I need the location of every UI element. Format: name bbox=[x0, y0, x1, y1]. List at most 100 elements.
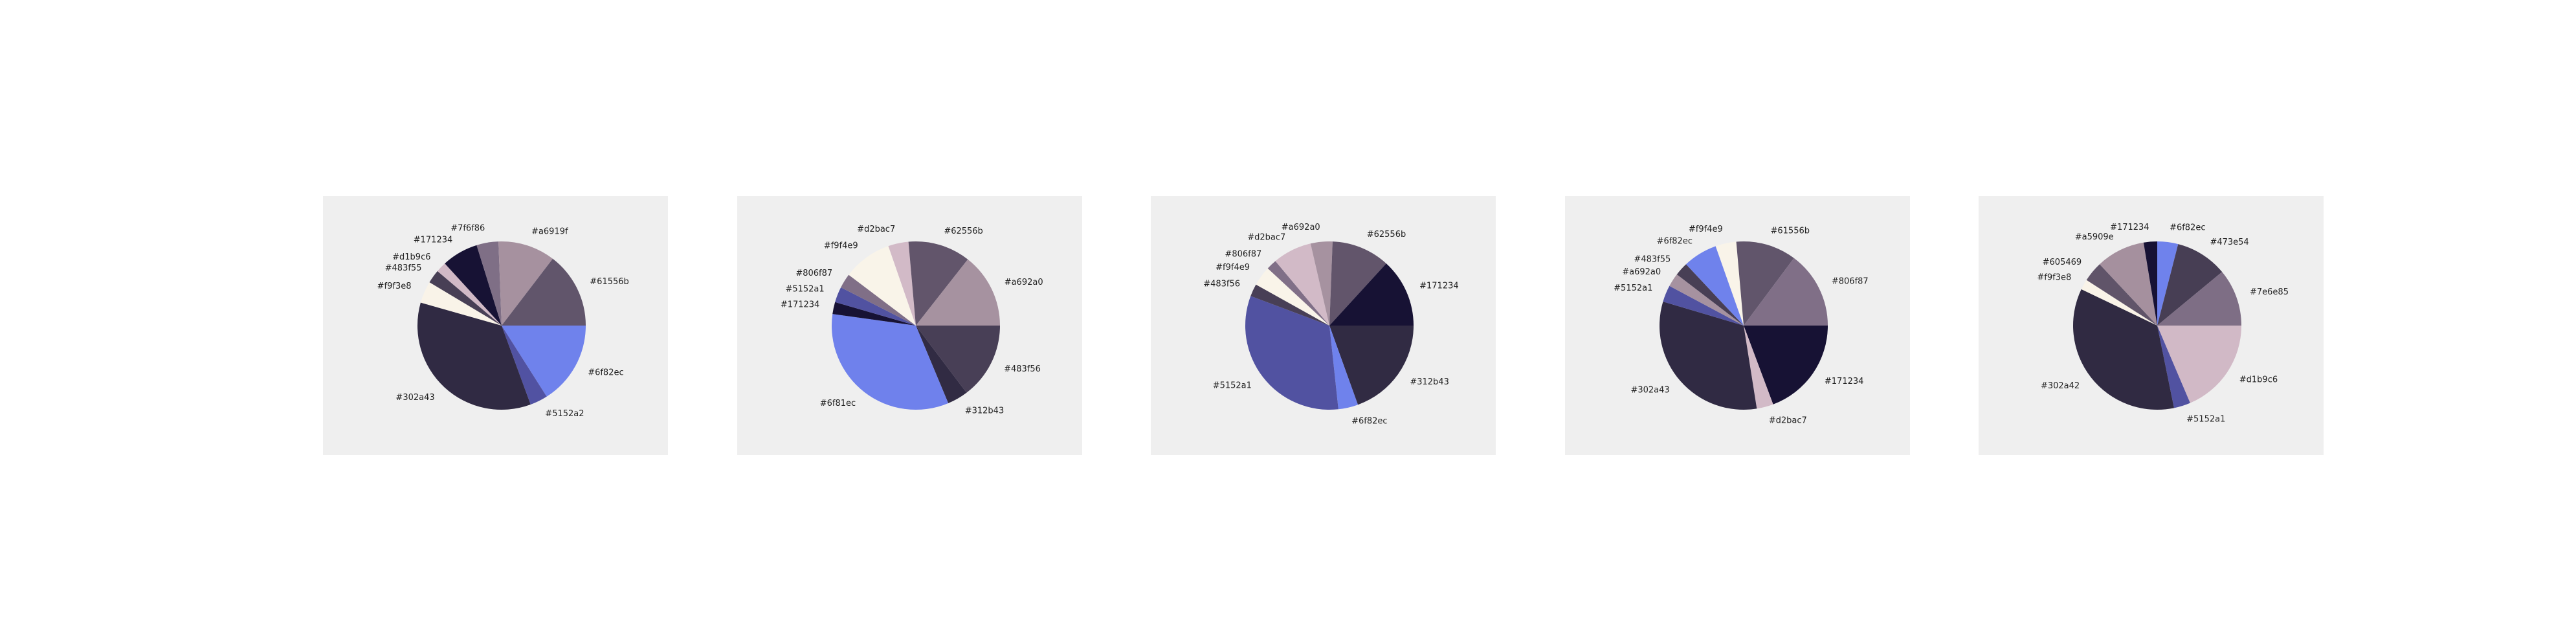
pie-slice bbox=[502, 326, 586, 397]
pie-chart-panel-3: #312b43 #6f82ec #5152a1 #483f56 #f9f4e9 #806f… bbox=[1151, 196, 1496, 455]
slice-label: #312b43 bbox=[1410, 377, 1449, 387]
slice-label: #f9f4e9 bbox=[824, 241, 858, 251]
pie-slice bbox=[2157, 241, 2179, 326]
pie-slice bbox=[1744, 326, 1828, 405]
pie-slice bbox=[1256, 268, 1329, 326]
pie-slice bbox=[437, 263, 502, 326]
slice-label: #483f56 bbox=[1203, 280, 1240, 289]
pie-slice bbox=[1744, 258, 1828, 326]
slice-label: #806f87 bbox=[1832, 276, 1869, 286]
pie-slice bbox=[1663, 285, 1744, 326]
slice-label: #d1b9c6 bbox=[392, 252, 430, 262]
pie-slice bbox=[2081, 280, 2157, 326]
slice-label: #f9f4e9 bbox=[1689, 225, 1723, 234]
pie-slice bbox=[916, 259, 1000, 326]
pie-chart-5: #d1b9c6 #5152a1 #302a42 #f9f3e8 #605469 #a590… bbox=[2037, 223, 2289, 425]
pie-slice bbox=[2100, 242, 2157, 326]
pie-slice bbox=[916, 326, 1000, 393]
pie-slice bbox=[888, 241, 916, 326]
pie-slice bbox=[1275, 243, 1329, 326]
slice-label: #302a43 bbox=[395, 393, 434, 403]
slice-label: #473e54 bbox=[2210, 238, 2248, 247]
pie-slice bbox=[498, 241, 553, 326]
slice-label: #f9f4e9 bbox=[1216, 263, 1250, 272]
pie-slice bbox=[476, 241, 502, 326]
slice-label: #d1b9c6 bbox=[2239, 375, 2278, 384]
slice-label: #d2bac7 bbox=[1247, 232, 1285, 242]
pie-slice bbox=[832, 314, 949, 410]
pie-chart-4: #171234 #d2bac7 #302a43 #5152a1 #a692a0 #483f… bbox=[1614, 225, 1869, 426]
slice-label: #806f87 bbox=[795, 269, 832, 278]
pie-slice bbox=[1250, 284, 1329, 326]
pie-slice bbox=[2143, 241, 2157, 326]
pie-slice bbox=[445, 245, 502, 326]
slice-label: #171234 bbox=[781, 300, 820, 310]
slice-label: #312b43 bbox=[965, 406, 1005, 416]
slice-label: #302a42 bbox=[2041, 381, 2080, 391]
pie-chart-2: #483f56 #312b43 #6f81ec #171234 #5152a1 #806f… bbox=[781, 225, 1043, 416]
pie-slice bbox=[1329, 326, 1414, 405]
pie-chart-panel-2: #483f56 #312b43 #6f81ec #171234 #5152a1 #806f… bbox=[737, 196, 1082, 455]
pie-chart-panel-5: #d1b9c6 #5152a1 #302a42 #f9f3e8 #605469 #a590… bbox=[1979, 196, 2324, 455]
slice-label: #5152a2 bbox=[545, 409, 584, 419]
pie-slice bbox=[420, 282, 502, 326]
slice-label: #d2bac7 bbox=[857, 225, 895, 234]
pie-slice bbox=[916, 326, 967, 403]
slice-label: #62556b bbox=[1367, 230, 1406, 239]
slice-label: #6f82ec bbox=[2170, 223, 2205, 233]
pie-slice bbox=[1329, 263, 1414, 326]
slice-label: #5152a1 bbox=[785, 285, 824, 294]
slice-label: #61556b bbox=[590, 277, 629, 287]
pie-slice bbox=[2157, 326, 2190, 408]
slice-label: #f9f3e8 bbox=[2037, 272, 2071, 282]
pie-slice bbox=[1744, 326, 1773, 409]
pie-slice bbox=[2157, 326, 2241, 403]
pie-slice bbox=[1736, 241, 1794, 326]
slice-label: #7f6f86 bbox=[450, 224, 485, 234]
slice-label: #61556b bbox=[1770, 226, 1810, 236]
slice-label: #5152a1 bbox=[1213, 381, 1252, 391]
slice-label: #171234 bbox=[2110, 223, 2149, 232]
slice-label: #6f82ec bbox=[1657, 237, 1693, 247]
pie-slice bbox=[429, 271, 502, 326]
slice-label: #7e6e85 bbox=[2250, 287, 2289, 297]
slice-label: #483f56 bbox=[1004, 364, 1041, 374]
slice-label: #a692a0 bbox=[1282, 223, 1320, 232]
pie-chart-3: #312b43 #6f82ec #5152a1 #483f56 #f9f4e9 #806f… bbox=[1203, 223, 1458, 427]
pie-slice bbox=[502, 258, 586, 326]
pie-slice bbox=[835, 287, 916, 326]
slice-label: #a692a0 bbox=[1005, 278, 1043, 287]
slice-label: #5152a1 bbox=[1614, 283, 1652, 293]
slice-label: #6f81ec bbox=[820, 399, 856, 408]
pie-slice bbox=[1715, 241, 1744, 326]
pie-slice bbox=[1329, 326, 1359, 410]
pie-chart-panel-1: #6f82ec #5152a2 #302a43 #f9f3e8 #483f55 #d1b9… bbox=[323, 196, 668, 455]
slice-label: #d2bac7 bbox=[1769, 416, 1807, 425]
slice-label: #5152a1 bbox=[2186, 415, 2225, 425]
slice-label: #302a43 bbox=[1630, 386, 1669, 395]
pie-slice bbox=[417, 302, 531, 410]
slice-label: #62556b bbox=[944, 227, 983, 236]
slice-label: #171234 bbox=[1825, 377, 1864, 386]
pie-chart-panel-4: #171234 #d2bac7 #302a43 #5152a1 #a692a0 #483f… bbox=[1565, 196, 1910, 455]
slice-label: #a6919f bbox=[531, 227, 568, 237]
pie-slice bbox=[1267, 261, 1329, 326]
pie-slice bbox=[1329, 241, 1386, 326]
pie-slice bbox=[1245, 296, 1338, 410]
slice-label: #605469 bbox=[2043, 258, 2082, 267]
pie-slice bbox=[2157, 244, 2223, 326]
pie-slice bbox=[2073, 289, 2174, 410]
pie-slice bbox=[1686, 246, 1744, 326]
slice-label: #6f82ec bbox=[588, 368, 623, 378]
slice-label: #171234 bbox=[414, 236, 453, 245]
pie-slice bbox=[908, 241, 968, 326]
pie-chart-1: #6f82ec #5152a2 #302a43 #f9f3e8 #483f55#d1b9… bbox=[377, 224, 629, 419]
pie-slice bbox=[1660, 301, 1757, 410]
slice-label: #6f82ec bbox=[1351, 417, 1387, 427]
slice-label: #f9f3e8 bbox=[377, 282, 412, 291]
slice-label: #a692a0 bbox=[1622, 267, 1661, 277]
slice-label: #806f87 bbox=[1225, 249, 1261, 259]
pie-slice bbox=[1310, 241, 1333, 326]
pie-slice bbox=[832, 302, 916, 326]
slice-label: #483f55 bbox=[385, 263, 422, 273]
